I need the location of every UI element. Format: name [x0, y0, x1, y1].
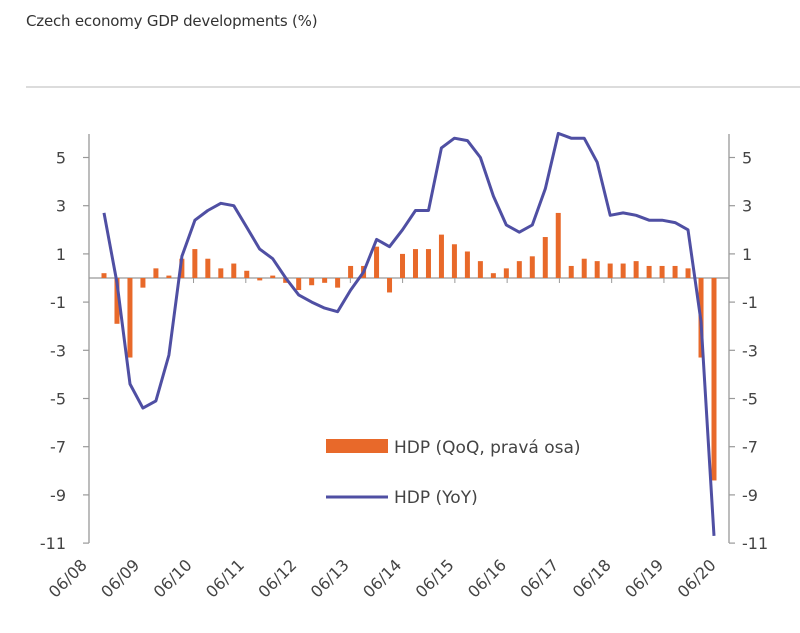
qoq-bar: [270, 275, 276, 278]
x-tick-label: 06/17: [516, 555, 562, 601]
x-tick-label: 06/16: [464, 555, 510, 601]
axes: 5 5 3 3 1 1 -1 -1 -3 -3 -5 -5 -7 -7 -9 -9 -11 -11: [40, 134, 768, 553]
qoq-bar: [296, 278, 302, 291]
legend-label-yoy: HDP (YoY): [394, 488, 478, 508]
qoq-bar: [309, 278, 315, 286]
qoq-bar: [516, 261, 522, 278]
x-tick-label: 06/12: [254, 555, 300, 601]
qoq-bar: [685, 268, 691, 278]
legend-label-qoq: HDP (QoQ, pravá osa): [394, 438, 581, 458]
legend-swatch-qoq: [326, 439, 388, 453]
qoq-bar: [140, 278, 146, 288]
qoq-bar: [503, 268, 509, 278]
right-axis-tick-label: -1: [742, 293, 758, 312]
qoq-bar: [166, 275, 172, 278]
qoq-bar: [633, 261, 639, 278]
qoq-bar: [348, 265, 354, 278]
qoq-bar: [620, 263, 626, 278]
x-tick-labels: 06/08 06/09 06/10 06/11 06/12 06/13 06/14 06/15…: [45, 555, 720, 601]
qoq-bar: [477, 261, 483, 278]
qoq-bar: [711, 278, 717, 481]
qoq-bar: [231, 263, 237, 278]
qoq-bar: [451, 244, 457, 278]
qoq-bar: [438, 234, 444, 278]
left-axis-tick-label: 5: [56, 149, 66, 168]
qoq-bar: [127, 278, 133, 358]
yoy-line-group: [102, 131, 716, 536]
qoq-bar: [387, 278, 393, 293]
yoy-line: [102, 131, 716, 536]
qoq-bar: [412, 249, 418, 278]
right-axis-tick-label: -11: [742, 534, 768, 553]
x-tick-label: 06/10: [150, 555, 196, 601]
qoq-bar: [374, 246, 380, 278]
qoq-bar: [659, 265, 665, 278]
x-tick-label: 06/09: [97, 555, 143, 601]
x-tick-label: 06/20: [674, 555, 720, 601]
qoq-bar: [607, 263, 613, 278]
qoq-bar: [335, 278, 341, 288]
x-tick-label: 06/08: [45, 555, 91, 601]
qoq-bar: [581, 258, 587, 278]
left-axis-tick-label: -9: [50, 486, 66, 505]
qoq-bar: [555, 212, 561, 278]
qoq-bar: [205, 258, 211, 278]
qoq-bar: [114, 278, 120, 324]
right-axis-tick-label: 5: [742, 149, 752, 168]
right-axis-tick-label: -9: [742, 486, 758, 505]
qoq-bar: [529, 256, 535, 278]
left-axis-tick-label: 3: [56, 197, 66, 216]
right-axis-tick-label: 3: [742, 197, 752, 216]
x-tick-label: 06/11: [202, 555, 248, 601]
qoq-bar: [568, 265, 574, 278]
right-axis-tick-label: -5: [742, 390, 758, 409]
left-axis-tick-label: 1: [56, 245, 66, 264]
left-axis-tick-label: -1: [50, 293, 66, 312]
qoq-bar: [244, 270, 250, 278]
qoq-bar: [594, 261, 600, 278]
qoq-bar: [672, 265, 678, 278]
qoq-bar: [464, 251, 470, 278]
qoq-bar: [101, 273, 107, 278]
x-tick-label: 06/14: [359, 555, 405, 601]
qoq-bar: [542, 237, 548, 278]
qoq-bar: [153, 268, 159, 278]
right-axis-tick-label: 1: [742, 245, 752, 264]
x-tick-label: 06/18: [569, 555, 615, 601]
qoq-bar: [400, 253, 406, 278]
qoq-bar: [646, 265, 652, 278]
x-tick-label: 06/13: [307, 555, 353, 601]
right-axis-tick-label: -7: [742, 438, 758, 457]
left-axis-tick-label: -11: [40, 534, 66, 553]
left-axis-tick-label: -3: [50, 341, 66, 360]
left-axis-tick-label: -7: [50, 438, 66, 457]
qoq-bar: [179, 258, 185, 278]
qoq-bar: [257, 278, 263, 281]
left-axis-tick-label: -5: [50, 390, 66, 409]
qoq-bar: [192, 249, 198, 278]
qoq-bar: [322, 278, 328, 283]
legend: HDP (QoQ, pravá osa) HDP (YoY): [326, 438, 581, 508]
x-tick-label: 06/15: [412, 555, 458, 601]
qoq-bar: [218, 268, 224, 278]
qoq-bar: [490, 273, 496, 278]
title-divider: [26, 86, 800, 88]
qoq-bar: [425, 249, 431, 278]
chart-title: Czech economy GDP developments (%): [26, 12, 318, 30]
x-tick-label: 06/19: [621, 555, 667, 601]
right-axis-tick-label: -3: [742, 341, 758, 360]
